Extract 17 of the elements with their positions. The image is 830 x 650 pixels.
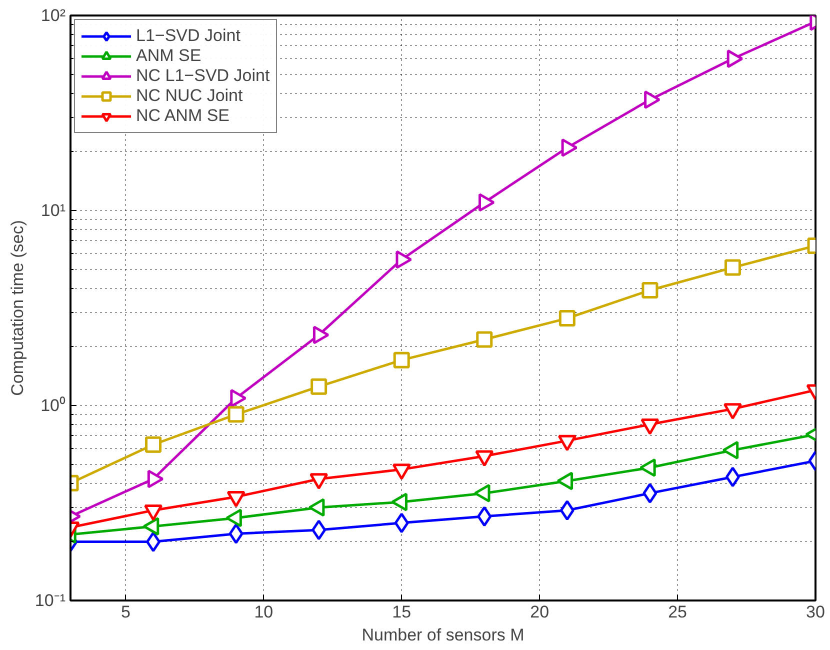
legend-label: NC ANM SE: [136, 106, 230, 126]
x-axis-title: Number of sensors M: [362, 626, 524, 644]
y-tick-label: 10²: [40, 6, 66, 25]
legend-label: L1−SVD Joint: [136, 26, 240, 46]
legend-label: ANM SE: [136, 46, 202, 66]
x-tick-label: 10: [254, 602, 274, 622]
x-tick-label: 15: [392, 602, 412, 622]
x-tick-label: 30: [806, 602, 825, 622]
y-tick-label: 10¹: [40, 201, 66, 220]
x-tick-label: 5: [120, 602, 130, 622]
x-tick-label: 20: [530, 602, 550, 622]
legend-label: NC NUC Joint: [136, 86, 243, 106]
y-axis-title: Computation time (sec): [8, 220, 27, 396]
legend-label: NC L1−SVD Joint: [136, 66, 270, 86]
y-tick-label: 10⁻¹: [34, 591, 66, 610]
x-tick-label: 25: [668, 602, 688, 622]
y-tick-label: 10⁰: [40, 396, 66, 415]
